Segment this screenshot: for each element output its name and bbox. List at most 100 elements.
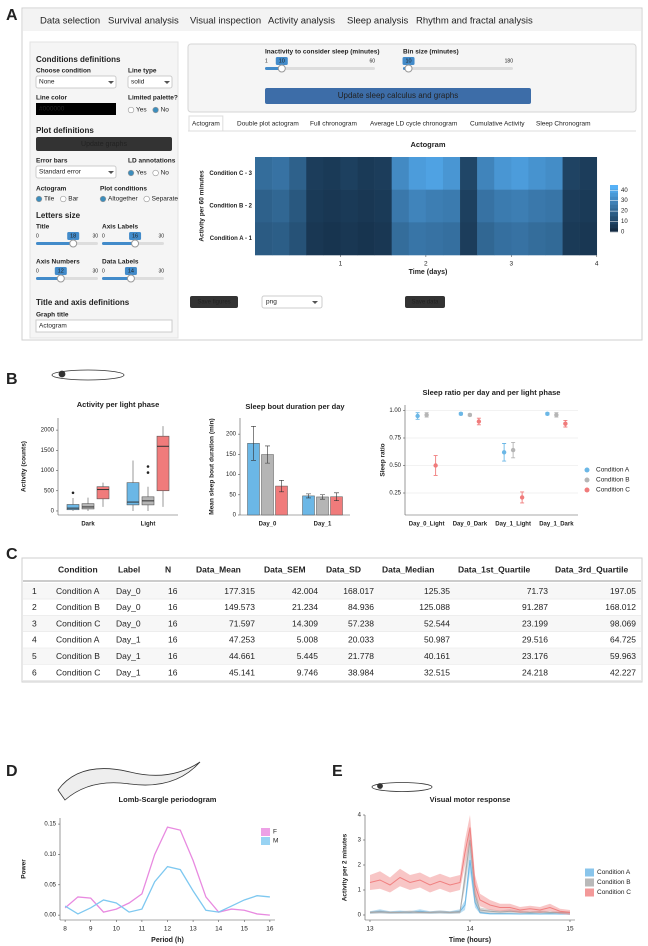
bar (261, 454, 274, 516)
radio-label: No (161, 170, 170, 177)
format-select[interactable] (261, 295, 323, 309)
slider-handle[interactable] (404, 64, 413, 73)
table-cell: 52.544 (424, 618, 450, 628)
table-cell: 38.984 (348, 667, 374, 677)
color-input[interactable] (36, 103, 116, 115)
radio[interactable] (127, 169, 135, 177)
plot-tab[interactable]: Actogram (192, 121, 220, 128)
plot-tab[interactable]: Double plot actogram (237, 121, 299, 128)
table-cell: 16 (168, 651, 178, 661)
box (96, 486, 110, 500)
table-cell: 168.012 (605, 602, 636, 612)
button[interactable] (265, 88, 531, 104)
slider-value: 18 (70, 233, 76, 239)
heat-cell (562, 157, 580, 190)
button-label[interactable]: Update sleep calculus and graphs (338, 91, 459, 100)
heat-cell (425, 189, 444, 223)
radio[interactable] (35, 195, 43, 203)
heat-cell (408, 189, 427, 223)
x-tick-label: Day_0_Light (409, 522, 445, 528)
radio[interactable] (152, 106, 159, 114)
slider-label: Axis Numbers (36, 259, 80, 266)
plot-tab[interactable]: Full chronogram (310, 121, 357, 128)
slider-handle[interactable] (56, 274, 65, 283)
nav-tab[interactable]: Sleep analysis (347, 16, 409, 27)
active-tab (188, 115, 224, 132)
colorbar-step (610, 224, 618, 229)
box (81, 503, 95, 510)
text-input[interactable] (35, 319, 173, 333)
heat-cell (579, 157, 598, 190)
nav-tab[interactable]: Rhythm and fractal analysis (416, 16, 533, 27)
plot-tab[interactable]: Cumulative Activity (470, 121, 525, 128)
slider-handle[interactable] (131, 239, 140, 248)
box (66, 504, 80, 511)
x-tick-label: Day_1_Light (495, 522, 531, 528)
legend-swatch (584, 477, 590, 483)
table-cell: Condition C (56, 618, 100, 628)
slider-bubble (402, 57, 415, 65)
slider-handle[interactable] (126, 274, 135, 283)
chart-title: Lomb-Scargle periodogram (119, 795, 217, 804)
heat-cell (391, 157, 410, 190)
y-axis-label: Power (21, 859, 28, 879)
y-tick-label: 2000 (41, 428, 55, 434)
color-value: #000000 (39, 106, 65, 113)
table-row (23, 664, 641, 681)
y-tick-label: 1000 (41, 468, 55, 474)
radio[interactable] (152, 169, 159, 177)
colorbar-label: 20 (621, 209, 628, 215)
legend-swatch (261, 837, 270, 845)
table-cell: Day_0 (116, 586, 141, 596)
y-tick-label: 0.25 (389, 491, 401, 497)
nav-tab[interactable]: Activity analysis (268, 16, 335, 27)
slider-value: 14 (128, 268, 134, 274)
plot-tab[interactable]: Sleep Chronogram (536, 121, 591, 128)
heat-cell (511, 189, 529, 223)
heat-cell (460, 189, 478, 223)
chart-title: Actogram (410, 140, 445, 149)
slider-value: 12 (58, 268, 64, 274)
table-header: Data_3rd_Quartile (555, 564, 628, 574)
button-label[interactable]: Update graphs (81, 141, 127, 148)
x-tick-label: 11 (139, 926, 146, 933)
slider-handle[interactable] (277, 64, 286, 73)
colorbar-label: 10 (621, 219, 628, 225)
heat-cell (442, 157, 461, 190)
table-cell: 84.936 (348, 602, 374, 612)
table-cell: Condition A (56, 586, 100, 596)
button-label[interactable]: Save figures (197, 300, 230, 306)
radio[interactable] (60, 195, 67, 203)
radio[interactable] (143, 195, 150, 203)
button[interactable] (36, 137, 172, 151)
table-cell: 125.35 (424, 586, 450, 596)
slider-bubble (54, 267, 67, 275)
button-label[interactable]: Save data (411, 300, 439, 306)
y-tick-label: 0.00 (44, 913, 56, 919)
field-label: Plot conditions (100, 186, 147, 193)
plot-tab[interactable]: Average LD cycle chronogram (370, 121, 457, 128)
button[interactable] (405, 296, 445, 308)
select-box[interactable] (127, 75, 173, 89)
slider-track (403, 67, 513, 70)
select-box[interactable] (35, 165, 117, 179)
radio-label: Tile (44, 196, 55, 203)
nav-tab[interactable]: Data selection (40, 16, 100, 27)
field-label: Limited palette? (128, 95, 178, 102)
heat-cell (289, 189, 307, 223)
y-axis-label: Activity per 60 minutes (199, 170, 206, 242)
radio[interactable] (127, 106, 135, 114)
nav-tab[interactable]: Survival analysis (108, 16, 179, 27)
heat-cell (460, 222, 478, 256)
heat-cell (528, 222, 546, 256)
error-bar (279, 479, 284, 493)
button[interactable] (190, 296, 238, 308)
radio-label: Separate (152, 196, 179, 203)
radio[interactable] (99, 195, 107, 203)
slider-handle[interactable] (69, 239, 78, 248)
select-box[interactable] (35, 75, 117, 89)
y-axis-label: Sleep ratio (380, 443, 387, 476)
slider-max: 30 (92, 268, 98, 274)
nav-tab[interactable]: Visual inspection (190, 16, 261, 27)
error-bar (306, 493, 311, 499)
